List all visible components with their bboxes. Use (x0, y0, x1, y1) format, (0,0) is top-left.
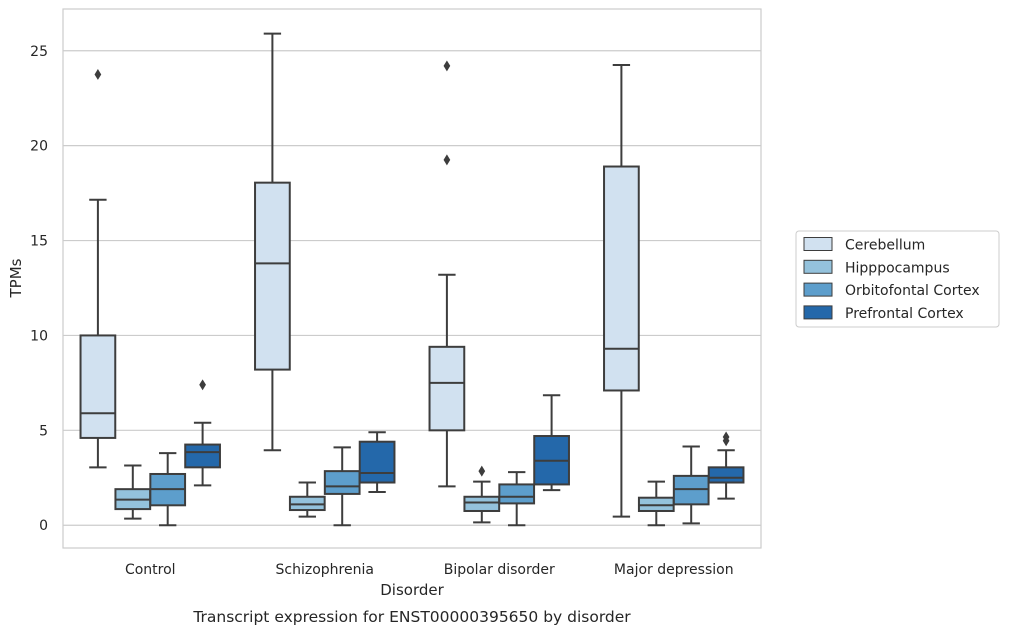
box-plot-series (79, 32, 745, 527)
iqr-box (428, 345, 466, 432)
iqr-box (603, 165, 640, 392)
box-group (323, 446, 361, 527)
y-tick-label: 25 (30, 44, 48, 60)
box-group (672, 445, 710, 525)
box-group (79, 69, 117, 469)
iqr-box (707, 466, 745, 484)
box-group (533, 394, 570, 492)
x-tick-label: Major depression (614, 562, 734, 578)
y-tick-label: 5 (39, 423, 48, 439)
iqr-box (254, 181, 291, 371)
outlier-point (443, 60, 451, 72)
x-tick-label: Bipolar disorder (444, 562, 555, 578)
outlier-point (443, 154, 451, 166)
box-group (114, 464, 152, 520)
box-group (707, 431, 745, 500)
box-group (463, 465, 501, 524)
box-group (637, 480, 675, 527)
box-group (288, 481, 326, 518)
x-tick-label: Schizophrenia (276, 562, 374, 578)
iqr-box (79, 334, 117, 439)
box-group (254, 32, 291, 452)
x-axis-ticks: Control Schizophrenia Bipolar disorder Majo… (125, 562, 734, 578)
y-tick-label: 15 (30, 234, 48, 250)
outlier-point (94, 69, 102, 80)
y-axis-ticks: 0 5 10 15 20 25 (30, 44, 48, 534)
box-group (149, 452, 187, 527)
iqr-box (358, 440, 396, 484)
box-group (358, 431, 396, 494)
iqr-box (498, 483, 536, 505)
iqr-box (323, 470, 361, 495)
legend-swatch (803, 305, 833, 320)
iqr-box (463, 495, 501, 512)
legend-swatch (803, 237, 833, 251)
legend-frame (795, 230, 1000, 328)
legend-swatch (803, 259, 833, 274)
plot-frame (62, 8, 762, 549)
box-group (184, 379, 221, 487)
x-axis-label: Disorder (380, 581, 444, 599)
y-tick-label: 0 (39, 518, 48, 534)
legend-swatch (803, 282, 833, 297)
legend-label: Prefrontal Cortex (845, 306, 964, 322)
legend-label: Orbitofontal Cortex (845, 283, 980, 299)
figure-caption: Transcript expression for ENST0000039565… (192, 608, 631, 626)
legend-label: Cerebellum (845, 238, 925, 254)
x-tick-label: Control (125, 562, 176, 578)
outlier-point (722, 431, 730, 443)
box-group (428, 60, 466, 488)
outlier-point (478, 465, 486, 477)
legend-label: Hipppocampus (845, 260, 950, 276)
gridlines (63, 50, 761, 526)
y-axis-label: TPMs (7, 258, 25, 298)
legend: Cerebellum Hipppocampus Orbitofontal Corte… (795, 230, 1000, 328)
box-group (603, 63, 640, 518)
y-tick-label: 20 (30, 139, 48, 155)
iqr-box (184, 443, 221, 469)
y-tick-label: 10 (30, 328, 48, 344)
box-group (498, 471, 536, 527)
outlier-point (199, 379, 206, 391)
